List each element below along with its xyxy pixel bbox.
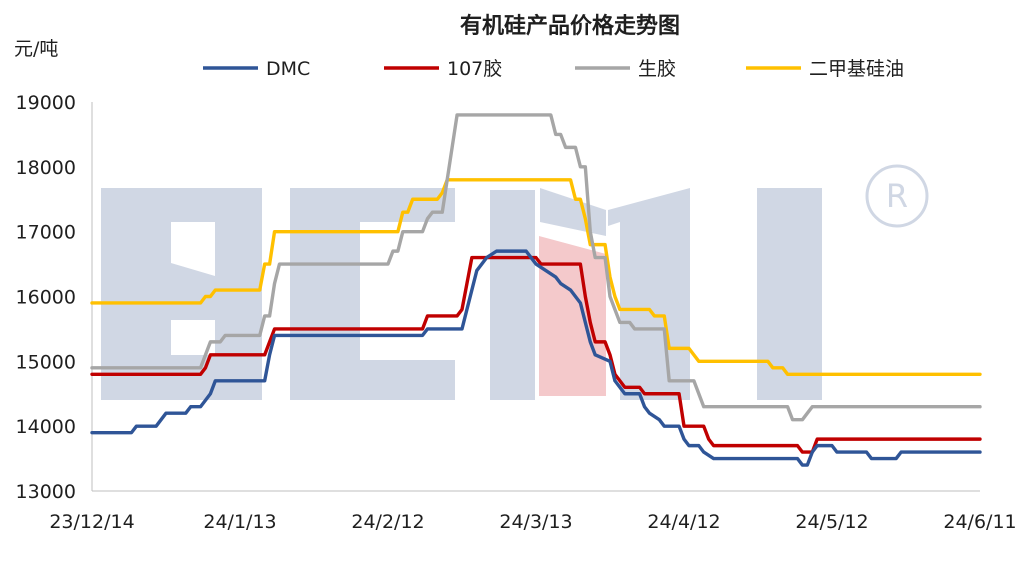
chart-title: 有机硅产品价格走势图 — [460, 13, 680, 39]
series-line-107-rubber — [90, 255, 982, 454]
x-tick-label: 24/6/11 — [943, 511, 1016, 533]
legend-label: 107胶 — [447, 58, 502, 80]
legend-label: 生胶 — [638, 58, 676, 80]
y-tick-label: 17000 — [16, 222, 76, 244]
svg-text:R: R — [886, 177, 908, 215]
legend: DMC 107胶 生胶 二甲基硅油 — [203, 58, 904, 80]
x-tick-label: 24/3/13 — [499, 511, 572, 533]
y-tick-label: 18000 — [16, 157, 76, 179]
y-tick-label: 14000 — [16, 416, 76, 438]
series-lines — [90, 113, 982, 467]
y-tick-label: 16000 — [16, 287, 76, 309]
x-tick-label: 24/1/13 — [203, 511, 276, 533]
series-line-dimethyl-silicone-oil — [90, 178, 982, 376]
x-tick-label: 24/4/12 — [647, 511, 720, 533]
legend-label: DMC — [266, 58, 310, 80]
x-tick-label: 24/5/12 — [795, 511, 868, 533]
y-tick-label: 19000 — [16, 92, 76, 114]
y-tick-label: 13000 — [16, 481, 76, 503]
y-axis-unit: 元/吨 — [14, 38, 58, 60]
y-axis-ticks: 13000 14000 15000 16000 17000 18000 19000 — [16, 92, 76, 503]
x-axis-ticks: 23/12/14 24/1/13 24/2/12 24/3/13 24/4/12 24/5… — [49, 511, 1016, 533]
legend-label: 二甲基硅油 — [809, 58, 904, 80]
series-line-raw-rubber — [90, 113, 982, 422]
bcmi-watermark: R — [101, 164, 929, 400]
y-tick-label: 15000 — [16, 351, 76, 373]
x-tick-label: 23/12/14 — [49, 511, 134, 533]
x-tick-label: 24/2/12 — [351, 511, 424, 533]
series-line-dmc — [90, 249, 982, 467]
